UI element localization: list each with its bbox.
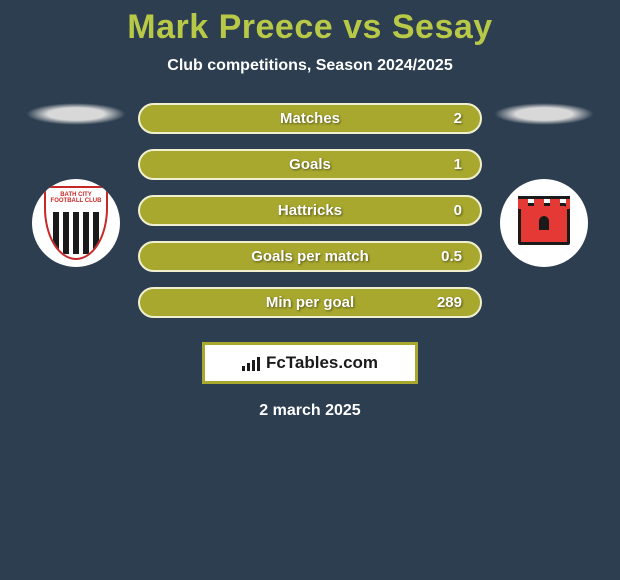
team1-badge: BATH CITY FOOTBALL CLUB bbox=[32, 179, 120, 267]
stat-label: Min per goal bbox=[158, 294, 462, 311]
bath-city-crest: BATH CITY FOOTBALL CLUB bbox=[44, 186, 108, 260]
bar-chart-icon bbox=[242, 355, 262, 371]
stat-value: 0.5 bbox=[441, 248, 462, 265]
left-badge-column: BATH CITY FOOTBALL CLUB bbox=[26, 103, 126, 267]
team2-badge bbox=[500, 179, 588, 267]
brand-box[interactable]: FcTables.com bbox=[202, 342, 418, 384]
stat-label: Goals per match bbox=[158, 248, 462, 265]
shadow-ellipse bbox=[494, 103, 594, 125]
widget-root: Mark Preece vs Sesay Club competitions, … bbox=[0, 0, 620, 420]
stat-label: Hattricks bbox=[158, 202, 462, 219]
stat-bars: Matches2Goals1Hattricks0Goals per match0… bbox=[138, 103, 482, 318]
right-badge-column bbox=[494, 103, 594, 267]
stat-bar: Goals per match0.5 bbox=[138, 241, 482, 272]
crest-stripes bbox=[52, 212, 100, 254]
stat-value: 0 bbox=[454, 202, 462, 219]
stat-value: 2 bbox=[454, 110, 462, 127]
stat-bar: Hattricks0 bbox=[138, 195, 482, 226]
brand-text: FcTables.com bbox=[266, 353, 378, 373]
stat-label: Matches bbox=[158, 110, 462, 127]
stat-value: 289 bbox=[437, 294, 462, 311]
stat-label: Goals bbox=[158, 156, 462, 173]
stat-bar: Min per goal289 bbox=[138, 287, 482, 318]
stats-area: BATH CITY FOOTBALL CLUB Matches2 Goals1 Ha… bbox=[0, 103, 620, 318]
page-subtitle: Club competitions, Season 2024/2025 bbox=[0, 57, 620, 75]
stat-bar: Goals1 bbox=[138, 149, 482, 180]
stat-value: 1 bbox=[454, 156, 462, 173]
tower-crest bbox=[510, 189, 578, 257]
stat-bar: Matches2 bbox=[138, 103, 482, 134]
footer-date: 2 march 2025 bbox=[0, 402, 620, 420]
page-title: Mark Preece vs Sesay bbox=[0, 8, 620, 47]
crest-text: BATH CITY FOOTBALL CLUB bbox=[46, 192, 106, 204]
shadow-ellipse bbox=[26, 103, 126, 125]
